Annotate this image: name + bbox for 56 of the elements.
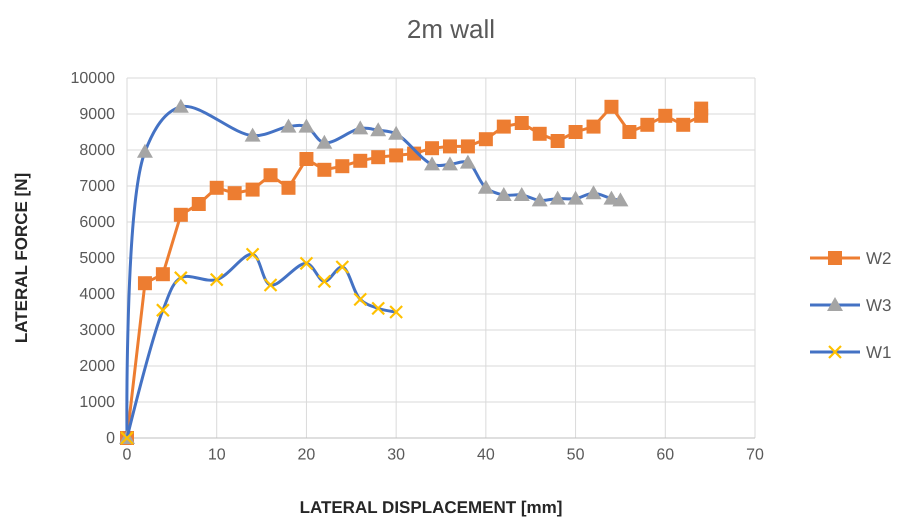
x-tick-label: 30 xyxy=(387,446,406,464)
point xyxy=(514,116,529,130)
point xyxy=(192,197,206,211)
y-tick-label: 5000 xyxy=(79,250,116,268)
x-tick-label: 20 xyxy=(298,446,316,464)
point xyxy=(658,108,672,123)
point xyxy=(138,276,152,290)
y-tick-label: 4000 xyxy=(79,286,116,304)
y-tick-label: 0 xyxy=(106,430,116,448)
point xyxy=(156,267,170,282)
point xyxy=(604,100,618,114)
point xyxy=(676,118,690,132)
point xyxy=(694,102,708,116)
y-tick-label: 9000 xyxy=(79,106,116,124)
y-tick-label: 6000 xyxy=(79,214,116,232)
y-tick-label: 1000 xyxy=(79,394,116,412)
x-tick-label: 60 xyxy=(656,446,674,464)
point xyxy=(281,180,296,195)
point xyxy=(442,139,457,154)
point xyxy=(246,182,260,197)
point xyxy=(622,125,636,139)
point xyxy=(496,120,511,134)
y-axis-title: LATERAL FORCE [N] xyxy=(12,172,31,344)
y-tick-label: 10000 xyxy=(70,70,116,88)
point xyxy=(568,125,583,139)
legend-label: W1 xyxy=(866,343,892,362)
point xyxy=(586,120,601,134)
y-tick-label: 2000 xyxy=(79,358,116,376)
point xyxy=(210,180,224,195)
legend-label: W3 xyxy=(866,296,892,315)
x-tick-label: 50 xyxy=(566,446,585,464)
point xyxy=(389,148,404,162)
point xyxy=(228,186,242,200)
point xyxy=(264,168,278,182)
y-tick-label: 8000 xyxy=(79,142,116,160)
point xyxy=(550,134,565,148)
point xyxy=(425,141,440,156)
point xyxy=(371,150,386,164)
legend-label: W2 xyxy=(866,249,892,268)
x-tick-label: 40 xyxy=(476,446,495,464)
x-tick-label: 70 xyxy=(746,446,764,464)
x-tick-label: 0 xyxy=(122,446,132,464)
point xyxy=(460,139,475,154)
point xyxy=(640,118,654,132)
point xyxy=(174,208,188,222)
y-tick-label: 3000 xyxy=(79,322,116,340)
point xyxy=(532,126,547,141)
point xyxy=(353,154,368,168)
point xyxy=(335,159,350,174)
chart-title: 2m wall xyxy=(406,14,496,44)
point xyxy=(317,162,332,177)
x-axis-title: LATERAL DISPLACEMENT [mm] xyxy=(300,498,562,517)
y-tick-label: 7000 xyxy=(79,178,116,196)
x-tick-label: 10 xyxy=(208,446,226,464)
point xyxy=(478,132,493,146)
point xyxy=(299,152,314,166)
